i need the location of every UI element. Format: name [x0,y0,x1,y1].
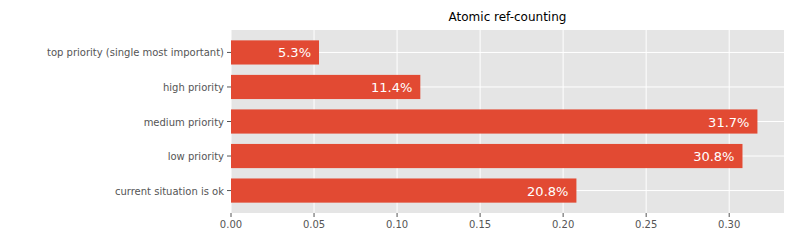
x-tick-label: 0.15 [469,219,491,230]
x-tick-label: 0.05 [303,219,325,230]
x-tick-label: 0.25 [635,219,657,230]
data-label: 30.8% [693,149,734,164]
x-tick [397,213,398,217]
bar [231,178,576,202]
x-tick [646,213,647,217]
bar [231,75,420,99]
x-tick [314,213,315,217]
x-tick-label: 0.20 [552,219,574,230]
y-tick [227,121,231,122]
x-tick [729,213,730,217]
y-tick [227,190,231,191]
bars [231,40,757,202]
data-label: 5.3% [278,45,311,60]
bar [231,109,757,133]
grid [231,30,784,213]
x-tick-label: 0.30 [718,219,740,230]
data-label: 11.4% [371,80,412,95]
chart-svg: 0.00 0.05 0.10 0.15 0.20 0.25 0.30 top priority… [0,0,800,250]
x-tick-label: 0.10 [386,219,408,230]
chart-container: 0.00 0.05 0.10 0.15 0.20 0.25 0.30 top priority… [0,0,800,250]
y-tick [227,86,231,87]
x-tick [480,213,481,217]
x-tick-label: 0.00 [220,219,242,230]
data-label: 20.8% [527,184,568,199]
y-tick-label: high priority [163,82,224,93]
title: Atomic ref-counting [449,10,567,24]
bar [231,144,742,168]
y-tick [227,52,231,53]
plot-background [231,30,784,213]
data-label: 31.7% [708,115,749,130]
y-tick-label: medium priority [144,117,224,128]
y-tick-label: top priority (single most important) [47,47,224,58]
x-tick [563,213,564,217]
y-tick [227,156,231,157]
y-tick-label: current situation is ok [115,186,224,197]
y-tick-label: low priority [168,151,224,162]
bar [231,40,319,64]
x-tick [231,213,232,217]
